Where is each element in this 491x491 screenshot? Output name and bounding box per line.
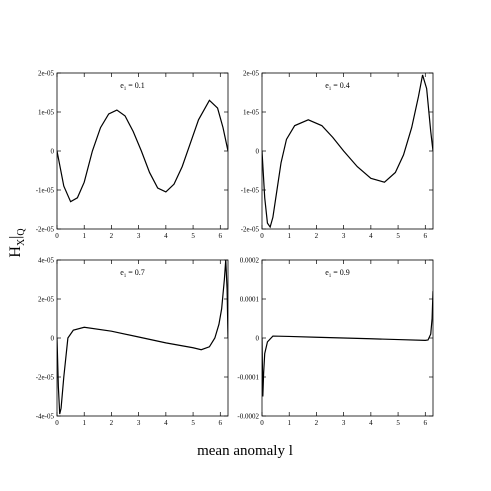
y-tick-label: -0.0001 — [237, 374, 259, 382]
data-line — [57, 260, 228, 415]
x-tick-label: 5 — [396, 419, 400, 427]
x-tick-label: 5 — [396, 232, 400, 240]
x-tick-label: 5 — [191, 232, 195, 240]
annotation-symbol: e — [325, 81, 329, 90]
y-tick-label: -2e-05 — [36, 374, 55, 382]
y-tick-label: -0.0002 — [237, 413, 259, 421]
annotation: e1 = 0.4 — [325, 81, 350, 92]
data-line — [262, 291, 433, 397]
y-axis-label: HX|Q — [7, 228, 27, 258]
annotation: e1 = 0.7 — [120, 268, 145, 279]
annotation: e1 = 0.1 — [120, 81, 145, 92]
annotation-text: = 0.7 — [128, 268, 145, 277]
panel-frame — [56, 72, 229, 230]
y-tick-label: 0 — [256, 148, 260, 156]
x-tick-label: 2 — [315, 232, 319, 240]
y-tick-label: 4e-05 — [38, 257, 54, 265]
y-tick-label: 0.0002 — [240, 257, 260, 265]
plot-area — [57, 99, 228, 203]
x-tick-label: 0 — [260, 232, 264, 240]
x-tick-label: 3 — [342, 419, 346, 427]
annotation-symbol: e — [325, 268, 329, 277]
y-tick-label: -2e-05 — [241, 226, 260, 234]
x-tick-label: 6 — [424, 232, 428, 240]
annotation-text: = 0.4 — [333, 81, 350, 90]
y-label-sub2: Q — [16, 228, 27, 236]
panel-frame — [261, 72, 434, 230]
x-tick-label: 1 — [82, 232, 86, 240]
x-tick-label: 0 — [55, 232, 59, 240]
plot-area — [57, 260, 228, 415]
x-tick-label: 5 — [191, 419, 195, 427]
x-tick-label: 2 — [315, 419, 319, 427]
annotation-subscript: 1 — [329, 274, 332, 279]
y-tick-label: -2e-05 — [36, 226, 55, 234]
y-tick-label: 2e-05 — [243, 70, 259, 78]
y-tick-label: 1e-05 — [243, 109, 259, 117]
y-label-main: H — [7, 246, 24, 258]
y-tick-label: -4e-05 — [36, 413, 55, 421]
x-tick-label: 3 — [342, 232, 346, 240]
x-tick-label: 2 — [110, 232, 114, 240]
data-line — [262, 74, 433, 229]
panel-frame — [261, 259, 434, 417]
annotation: e1 = 0.9 — [325, 268, 350, 279]
x-tick-label: 6 — [219, 419, 223, 427]
annotation-subscript: 1 — [329, 87, 332, 92]
y-axis-label-text: HX|Q — [7, 228, 27, 258]
x-tick-label: 4 — [164, 232, 168, 240]
x-tick-label: 6 — [424, 419, 428, 427]
y-label-bar: | — [7, 236, 24, 239]
y-tick-label: -1e-05 — [36, 187, 55, 195]
x-tick-label: 2 — [110, 419, 114, 427]
y-tick-label: 0 — [256, 335, 260, 343]
y-tick-label: -1e-05 — [241, 187, 260, 195]
annotation-text: = 0.1 — [128, 81, 145, 90]
x-tick-label: 0 — [55, 419, 59, 427]
y-tick-label: 0 — [51, 148, 55, 156]
y-tick-label: 0.0001 — [240, 296, 260, 304]
x-tick-label: 3 — [137, 419, 141, 427]
plot-area — [262, 74, 433, 229]
x-tick-label: 4 — [369, 419, 373, 427]
x-tick-label: 4 — [369, 232, 373, 240]
x-tick-label: 1 — [287, 419, 291, 427]
x-tick-label: 1 — [287, 232, 291, 240]
plot-area — [262, 291, 433, 397]
y-tick-label: 2e-05 — [38, 296, 54, 304]
annotation-symbol: e — [120, 81, 124, 90]
y-tick-label: 1e-05 — [38, 109, 54, 117]
x-tick-label: 1 — [82, 419, 86, 427]
y-tick-label: 2e-05 — [38, 70, 54, 78]
y-tick-label: 0 — [51, 335, 55, 343]
x-axis-label: mean anomaly l — [197, 443, 293, 459]
annotation-subscript: 1 — [124, 87, 127, 92]
x-tick-label: 6 — [219, 232, 223, 240]
annotation-text: = 0.9 — [333, 268, 350, 277]
x-tick-label: 3 — [137, 232, 141, 240]
data-line — [57, 99, 228, 203]
y-label-sub: X — [16, 238, 27, 246]
x-tick-label: 4 — [164, 419, 168, 427]
x-tick-label: 0 — [260, 419, 264, 427]
annotation-subscript: 1 — [124, 274, 127, 279]
panel-frame — [56, 259, 229, 417]
annotation-symbol: e — [120, 268, 124, 277]
